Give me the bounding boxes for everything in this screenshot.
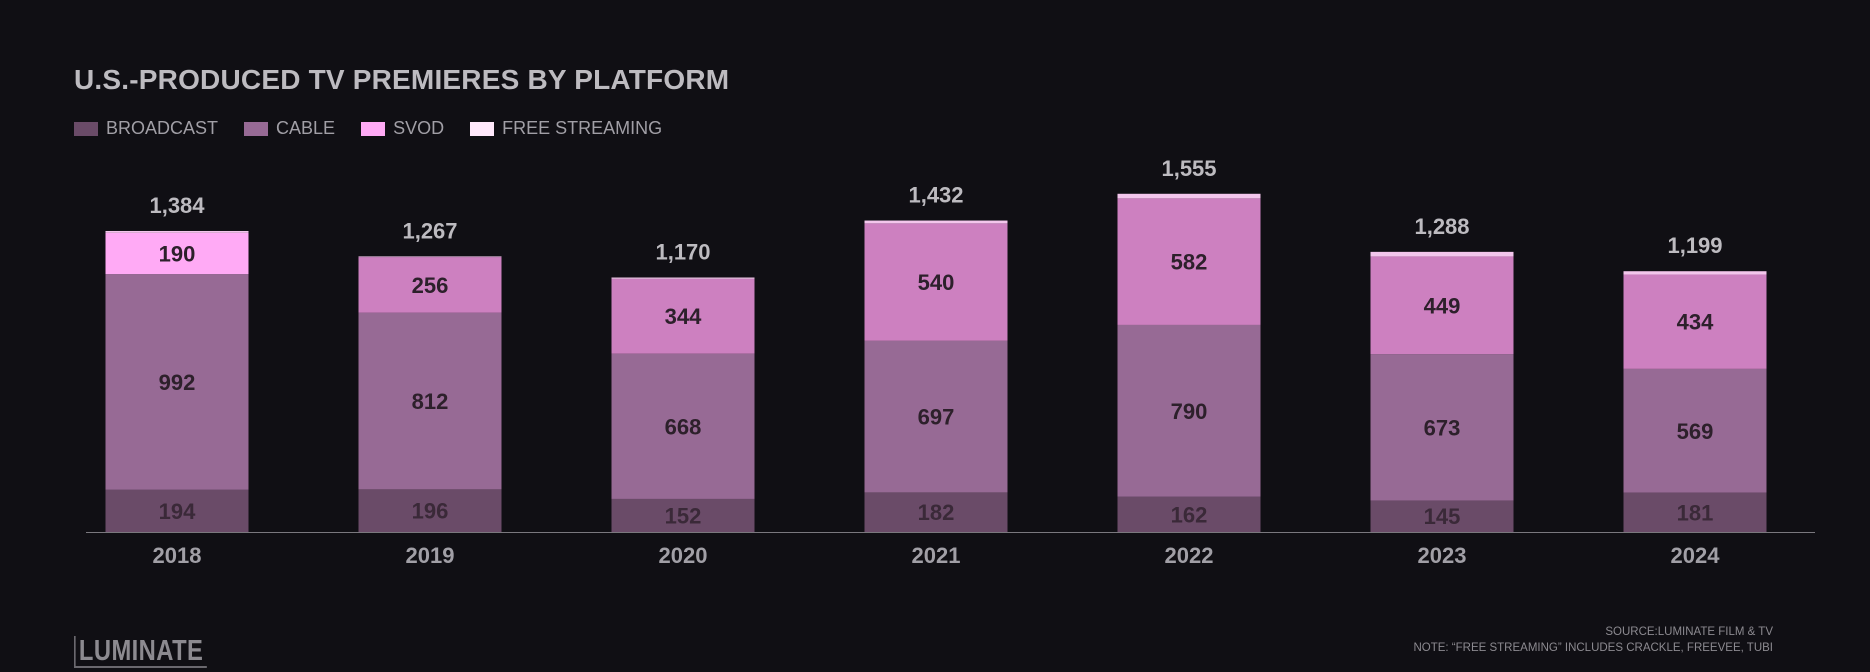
legend-label-broadcast: BROADCAST [106, 118, 219, 138]
legend-label-svod: SVOD [393, 118, 445, 138]
segment-label-broadcast-2024: 181 [1677, 500, 1714, 525]
segment-label-broadcast-2021: 182 [918, 500, 955, 525]
bar-segment-free-streaming-2020 [611, 277, 755, 279]
bar-segment-broadcast-2022 [1117, 496, 1261, 532]
bar-segment-broadcast-2023 [1370, 500, 1514, 532]
bar-segment-svod-2018 [105, 232, 249, 275]
segment-label-svod-2019: 256 [412, 273, 449, 298]
bar-segment-cable-2019 [358, 312, 502, 490]
total-label-2018: 1,384 [149, 193, 205, 218]
legend-item-cable: CABLE [244, 118, 335, 139]
x-tick-label-2021: 2021 [912, 543, 961, 568]
bar-segment-free-streaming-2021 [864, 220, 1008, 224]
bar-segment-free-streaming-2023 [1370, 251, 1514, 257]
segment-label-svod-2018: 190 [159, 241, 196, 266]
bar-segment-cable-2022 [1117, 324, 1261, 497]
legend-item-broadcast: BROADCAST [74, 118, 218, 139]
segment-label-svod-2022: 582 [1171, 250, 1208, 275]
segment-label-cable-2018: 992 [159, 370, 196, 395]
total-label-2019: 1,267 [402, 218, 457, 243]
bar-segment-cable-2021 [864, 340, 1008, 493]
source-line: SOURCE:LUMINATE FILM & TV [1605, 626, 1773, 638]
legend-swatch-free-streaming [470, 121, 495, 136]
segment-label-svod-2020: 344 [665, 304, 702, 329]
segment-label-svod-2023: 449 [1424, 293, 1461, 318]
bar-segment-svod-2023 [1370, 256, 1514, 355]
bar-segment-free-streaming-2018 [105, 230, 249, 233]
legend-swatch-cable [244, 121, 269, 136]
bar-segment-free-streaming-2019 [358, 256, 502, 258]
luminate-logo: LUMINATE [74, 636, 207, 668]
bar-segment-cable-2023 [1370, 354, 1514, 501]
x-tick-label-2020: 2020 [659, 543, 708, 568]
bar-segment-cable-2020 [611, 353, 755, 499]
total-label-2020: 1,170 [655, 240, 710, 265]
total-label-2021: 1,432 [908, 183, 963, 208]
legend-item-svod: SVOD [361, 118, 444, 139]
bar-segment-broadcast-2019 [358, 489, 502, 532]
bar-segment-broadcast-2024 [1623, 492, 1767, 532]
bar-segment-svod-2020 [611, 278, 755, 354]
total-label-2024: 1,199 [1667, 233, 1722, 258]
segment-label-broadcast-2022: 162 [1171, 502, 1208, 527]
segment-label-cable-2019: 812 [412, 389, 449, 414]
x-tick-label-2018: 2018 [153, 543, 202, 568]
source-note: SOURCE:LUMINATE FILM & TV NOTE: “FREE ST… [1413, 624, 1773, 656]
segment-label-svod-2024: 434 [1677, 310, 1714, 335]
bar-segment-svod-2021 [864, 223, 1008, 341]
x-tick-label-2024: 2024 [1671, 543, 1721, 568]
segment-label-broadcast-2019: 196 [412, 499, 449, 524]
bar-segment-svod-2024 [1623, 274, 1767, 369]
legend-label-free-streaming: FREE STREAMING [502, 118, 663, 138]
chart-title: U.S.-PRODUCED TV PREMIERES BY PLATFORM [74, 64, 730, 95]
legend-swatch-broadcast [74, 121, 98, 136]
segment-label-broadcast-2020: 152 [665, 503, 702, 528]
total-label-2022: 1,555 [1161, 156, 1216, 181]
segment-label-broadcast-2018: 194 [159, 499, 196, 524]
segment-label-cable-2023: 673 [1424, 415, 1461, 440]
segment-label-cable-2024: 569 [1677, 419, 1714, 444]
legend-swatch-svod [361, 121, 386, 136]
bar-segment-free-streaming-2022 [1117, 193, 1261, 199]
bar-segment-broadcast-2020 [611, 498, 755, 532]
legend-label-cable: CABLE [276, 118, 336, 138]
legend-item-free-streaming: FREE STREAMING [470, 118, 662, 139]
segment-label-cable-2020: 668 [665, 414, 702, 439]
segment-label-cable-2022: 790 [1171, 399, 1208, 424]
total-label-2023: 1,288 [1414, 214, 1469, 239]
bar-segment-free-streaming-2024 [1623, 271, 1767, 275]
x-tick-label-2023: 2023 [1418, 543, 1467, 568]
segment-label-svod-2021: 540 [918, 270, 955, 295]
bar-segment-broadcast-2018 [105, 489, 249, 532]
segment-label-broadcast-2023: 145 [1424, 504, 1461, 529]
bar-segment-svod-2022 [1117, 198, 1261, 325]
chart-legend: BROADCAST CABLE SVOD FREE STREAMING [74, 118, 688, 139]
x-tick-label-2019: 2019 [406, 543, 455, 568]
bar-segment-cable-2018 [105, 274, 249, 490]
x-tick-label-2022: 2022 [1165, 543, 1214, 568]
segment-label-cable-2021: 697 [918, 405, 955, 430]
note-line: NOTE: “FREE STREAMING” INCLUDES CRACKLE,… [1413, 642, 1773, 654]
bar-segment-cable-2024 [1623, 368, 1767, 493]
bar-segment-svod-2019 [358, 257, 502, 313]
bar-segment-broadcast-2021 [864, 492, 1008, 532]
